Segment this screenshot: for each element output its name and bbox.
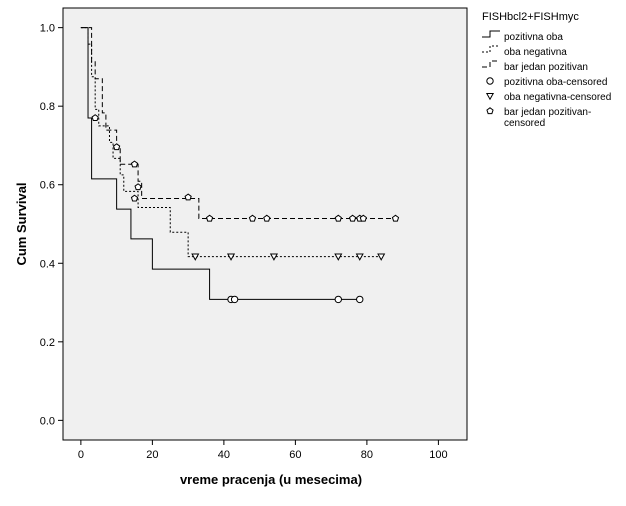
censored-marker bbox=[334, 295, 342, 304]
x-tick-label: 100 bbox=[429, 449, 447, 461]
y-axis-label: Cum Survival bbox=[14, 182, 29, 265]
legend-line-swatch bbox=[482, 30, 500, 38]
plot-area bbox=[62, 7, 468, 441]
censored-marker bbox=[334, 214, 342, 222]
y-tick-label: 0.6 bbox=[40, 180, 55, 192]
censored-marker bbox=[334, 253, 343, 261]
y-tick-label: 0.4 bbox=[40, 258, 55, 270]
y-tick-label: 0.2 bbox=[40, 337, 55, 349]
legend-marker-swatch bbox=[486, 107, 494, 115]
legend-marker-label: oba negativna-censored bbox=[504, 92, 611, 103]
censored-marker bbox=[130, 160, 139, 168]
legend-marker-label: bar jedan pozitivan- bbox=[504, 107, 591, 118]
x-tick-label: 20 bbox=[146, 449, 158, 461]
series-line-1 bbox=[80, 27, 382, 258]
legend-title: FISHbcl2+FISHmyc bbox=[482, 11, 579, 23]
x-tick-label: 60 bbox=[289, 449, 301, 461]
censored-marker bbox=[130, 194, 139, 202]
y-tick-label: 0.0 bbox=[40, 415, 55, 427]
x-tick-label: 80 bbox=[361, 449, 373, 461]
censored-marker bbox=[230, 295, 239, 304]
censored-marker bbox=[355, 253, 364, 261]
censored-marker bbox=[263, 214, 271, 222]
censored-marker bbox=[226, 253, 236, 261]
legend-marker-swatch bbox=[485, 92, 495, 101]
censored-marker bbox=[134, 183, 142, 191]
censored-marker bbox=[391, 214, 400, 222]
legend-line-label: oba negativna bbox=[504, 47, 567, 58]
legend-line-label: pozitivna oba bbox=[504, 32, 563, 43]
x-axis-label: vreme pracenja (u mesecima) bbox=[180, 472, 362, 487]
legend-line-label: bar jedan pozitivan bbox=[504, 62, 588, 73]
censored-marker bbox=[91, 114, 99, 122]
censored-marker bbox=[359, 214, 367, 222]
censored-marker bbox=[269, 253, 278, 261]
legend-marker-label: pozitivna oba-censored bbox=[504, 77, 607, 88]
ticks-layer: 0 20 40 60 80 100 0.0 0.2 0.4 0.6 0.8 1.0 bbox=[40, 23, 448, 461]
y-tick-label: 1.0 bbox=[40, 23, 55, 35]
legend-marker-swatch bbox=[486, 77, 494, 85]
series-layer bbox=[80, 27, 400, 304]
legend: pozitivna oba oba negativna bar jedan pozi… bbox=[482, 30, 611, 129]
censored-marker bbox=[356, 295, 364, 304]
legend-marker-label-cont: censored bbox=[504, 118, 545, 129]
censored-marker bbox=[184, 193, 192, 201]
x-tick-label: 0 bbox=[78, 449, 84, 461]
censored-marker bbox=[191, 253, 200, 261]
series-line-2 bbox=[80, 27, 396, 220]
censored-marker bbox=[377, 253, 386, 261]
legend-line-swatch bbox=[482, 45, 500, 53]
censored-marker bbox=[248, 214, 257, 222]
censored-marker bbox=[205, 214, 214, 222]
censored-marker bbox=[348, 214, 357, 222]
legend-line-swatch bbox=[482, 60, 500, 68]
y-tick-label: 0.8 bbox=[40, 101, 55, 113]
censored-marker bbox=[112, 143, 121, 151]
series-line-0 bbox=[80, 27, 360, 300]
x-tick-label: 40 bbox=[218, 449, 230, 461]
